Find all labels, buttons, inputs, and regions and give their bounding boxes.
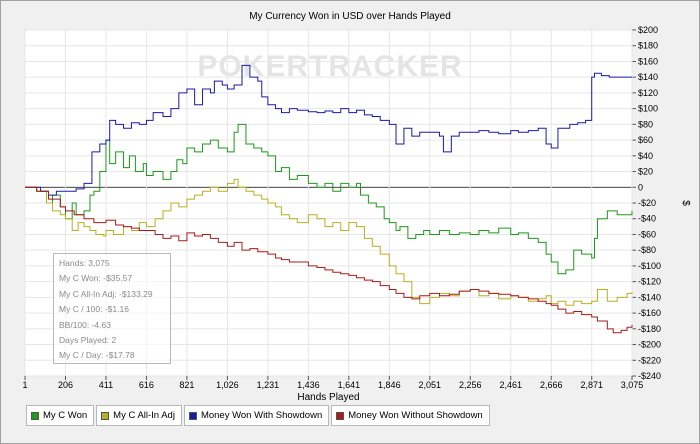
chart-title: My Currency Won in USD over Hands Played	[249, 11, 451, 22]
stats-box: Hands: 3,075 My C Won: -$35.57 My C All-…	[53, 253, 171, 364]
stat-per-100: My C / 100: -$1.16	[59, 304, 129, 315]
stat-hands: Hands: 3,075	[59, 258, 110, 268]
series-line-my-c-won	[25, 123, 633, 275]
y-tick-label: -$80	[638, 245, 656, 255]
x-tick-label: 2,256	[459, 380, 482, 390]
y-tick-label: $140	[638, 72, 658, 82]
stat-per-day: My C / Day: -$17.78	[59, 350, 135, 361]
stat-bb-100: BB/100: -4.63	[59, 319, 111, 330]
legend-label: My C All-In Adj	[113, 410, 175, 421]
x-tick-label: 2,666	[540, 380, 563, 390]
y-tick-label: -$60	[638, 229, 656, 239]
legend-swatch	[101, 411, 110, 420]
legend-label: Money Won Without Showdown	[348, 410, 483, 421]
x-tick-label: 1	[22, 380, 27, 390]
y-tick-label: -$20	[638, 198, 656, 208]
y-tick-label: $20	[638, 167, 653, 177]
y-tick-label: $160	[638, 56, 658, 66]
y-tick-label: -$160	[638, 308, 661, 318]
y-tick-label: -$200	[638, 340, 661, 350]
x-tick-label: 821	[179, 380, 194, 390]
y-tick-label: -$120	[638, 277, 661, 287]
x-tick-label: 411	[99, 380, 113, 390]
y-tick-label: -$240	[638, 371, 661, 381]
y-tick-label: -$40	[638, 214, 656, 224]
y-tick-label: -$100	[638, 261, 661, 271]
chart-legend: My C Won My C All-In Adj Money Won With Sh…	[26, 405, 492, 426]
stat-allin-adj: My C All-In Adj: -$133.29	[59, 288, 153, 299]
x-tick-label: 616	[139, 380, 154, 390]
series-line-money-won-with-showdown	[25, 64, 632, 196]
x-tick-label: 1,436	[297, 380, 320, 390]
y-tick-label: $120	[638, 88, 658, 98]
y-tick-label: $60	[638, 135, 653, 145]
watermark-logo: POKERTRACKER	[197, 50, 462, 83]
x-tick-label: 1,231	[257, 380, 280, 390]
legend-label: My C Won	[43, 410, 88, 421]
x-tick-label: 2,871	[580, 380, 603, 390]
y-tick-label: $40	[638, 151, 653, 161]
legend-item[interactable]: Money Won Without Showdown	[331, 405, 490, 426]
stat-won: My C Won: -$35.57	[59, 273, 133, 284]
legend-swatch	[31, 411, 39, 420]
y-tick-label: $200	[638, 25, 658, 35]
x-tick-label: 1,026	[216, 380, 239, 390]
y-tick-label: 0	[638, 182, 643, 192]
y-tick-label: -$140	[638, 292, 661, 302]
x-tick-label: 206	[58, 380, 73, 390]
legend-swatch	[336, 411, 345, 420]
y-axis-label: $	[680, 200, 691, 206]
x-tick-label: 2,051	[419, 380, 442, 390]
y-tick-label: $80	[638, 119, 653, 129]
legend-item[interactable]: My C Won	[26, 405, 95, 426]
x-tick-label: 2,461	[499, 380, 522, 390]
legend-label: Money Won With Showdown	[200, 410, 323, 421]
y-tick-label: -$180	[638, 324, 661, 334]
series-line-money-won-without-showdown	[25, 186, 633, 334]
x-tick-label: 3,075	[621, 380, 644, 390]
legend-swatch	[188, 411, 197, 420]
x-tick-label: 1,641	[338, 380, 361, 390]
series-line-my-c-all-in-adj	[25, 178, 633, 306]
legend-item[interactable]: Money Won With Showdown	[183, 405, 330, 426]
y-tick-label: $180	[638, 41, 658, 51]
legend-item[interactable]: My C All-In Adj	[96, 405, 182, 426]
x-tick-label: 1,846	[378, 380, 401, 390]
stat-days-played: Days Played: 2	[59, 335, 117, 346]
x-axis-label: Hands Played	[297, 392, 359, 403]
y-tick-label: -$220	[638, 355, 661, 365]
y-tick-label: $100	[638, 104, 658, 114]
